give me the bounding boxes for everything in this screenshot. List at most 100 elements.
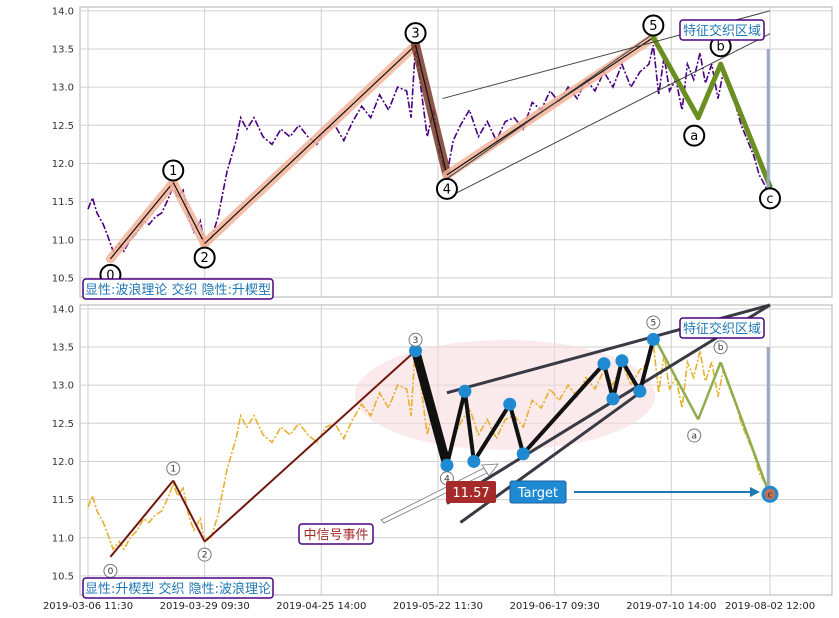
bottom-wave-segment-core (204, 350, 416, 542)
bot-y-tick-label: 13.0 (52, 381, 74, 392)
top-info-label: 显性:波浪理论 交织 隐性:升楔型 (85, 282, 271, 298)
bot-y-tick-label: 10.5 (52, 571, 74, 582)
wedge-point (467, 454, 481, 468)
bottom-x-ticks: 2019-03-06 11:30 2019-03-29 09:30 2019-04-… (43, 601, 815, 612)
top-panel: 10.5 11.0 11.5 12.0 12.5 13.0 13.5 14.0 0 1 2 3 4 5 a… (52, 6, 833, 300)
wedge-point (503, 397, 517, 411)
top-wave-label: 1 (169, 164, 177, 179)
x-tick-label: 2019-03-29 09:30 (160, 601, 250, 612)
top-correction-label: c (766, 192, 773, 207)
target-value: 11.57 (452, 486, 489, 501)
signal-event-label: 中信号事件 (303, 528, 368, 543)
bottom-correction-marker (713, 340, 728, 355)
target-arrow-head (750, 487, 760, 497)
bottom-panel: 10.5 11.0 11.5 12.0 12.5 13.0 13.5 14.0 2019-03… (43, 303, 833, 612)
top-y-tick-label: 11.5 (52, 197, 74, 208)
x-tick-label: 2019-08-02 12:00 (725, 601, 815, 612)
top-wave-segment (414, 45, 448, 176)
top-wave-marker (642, 14, 665, 37)
wedge-point (458, 384, 472, 398)
top-y-tick-label: 10.5 (52, 273, 74, 284)
top-y-tick-label: 11.0 (52, 235, 74, 246)
bottom-wave-segment-core (110, 480, 174, 558)
top-wave-label: 2 (201, 251, 209, 266)
bottom-correction-label: c (768, 490, 773, 500)
wedge-point (615, 354, 629, 368)
top-region-label: 特征交织区域 (683, 23, 761, 39)
bottom-correction-segment (697, 361, 722, 420)
target-endpoint (761, 485, 779, 503)
bot-y-tick-label: 12.5 (52, 419, 74, 430)
bottom-wave-label: 3 (413, 336, 419, 346)
bottom-wave-marker (197, 547, 212, 562)
bot-y-tick-label: 11.5 (52, 495, 74, 506)
bottom-correction-marker (687, 428, 702, 443)
top-y-tick-label: 14.0 (52, 6, 74, 17)
top-correction-marker (759, 187, 781, 210)
bottom-wave-marker (408, 332, 423, 347)
top-y-tick-label: 13.5 (52, 44, 74, 55)
top-wave-segment (172, 182, 206, 244)
top-wave-lines (105, 10, 773, 264)
top-wave-label: 4 (443, 182, 451, 197)
top-info-box: 显性:波浪理论 交织 隐性:升楔型 (82, 278, 274, 300)
bottom-wave-label: 5 (650, 319, 656, 329)
wedge-point (597, 357, 611, 371)
bottom-wave-lines (109, 334, 772, 558)
top-y-tick-label: 13.0 (52, 83, 74, 94)
wedge-drop-leg (411, 349, 452, 467)
bottom-wave-label: 4 (444, 474, 450, 484)
bottom-wave-segment-core (172, 480, 206, 542)
bottom-wave-label: 1 (170, 465, 176, 475)
x-tick-label: 2019-07-10 14:00 (626, 601, 716, 612)
bottom-correction-segment (719, 361, 772, 497)
wedge-point (409, 344, 423, 358)
top-wave-label: 0 (106, 268, 114, 283)
target-value-box: 11.57 (446, 481, 496, 503)
wedge-point (606, 392, 620, 406)
top-wave-segment (109, 182, 174, 260)
x-tick-label: 2019-06-17 09:30 (510, 601, 600, 612)
top-wave-marker (435, 177, 458, 200)
top-correction-marker (683, 124, 706, 147)
top-wave-segment (204, 44, 416, 245)
top-correction-label: a (690, 129, 698, 144)
wedge-point (646, 332, 660, 346)
top-y-tick-label: 12.0 (52, 159, 74, 170)
target-label-box: Target (509, 480, 567, 504)
top-correction-segment (695, 61, 724, 121)
bottom-info-box: 显性:升楔型 交织 隐性:波浪理论 (82, 577, 274, 599)
top-wave-labels: 0 1 2 3 4 5 a b c (99, 14, 781, 286)
bot-y-tick-label: 13.5 (52, 342, 74, 353)
top-correction-segment (718, 61, 773, 189)
bottom-region-box: 特征交织区域 (679, 317, 765, 339)
top-channel-line (446, 33, 654, 180)
top-y-ticks: 10.5 11.0 11.5 12.0 12.5 13.0 13.5 14.0 (52, 6, 74, 284)
wedge-point (440, 458, 454, 472)
signal-arrow-head (481, 463, 499, 477)
top-y-tick-label: 12.5 (52, 121, 74, 132)
bottom-y-ticks: 10.5 11.0 11.5 12.0 12.5 13.0 13.5 14.0 (52, 304, 74, 582)
bottom-wave-label: 0 (108, 567, 114, 577)
top-wave-marker (162, 159, 185, 182)
top-correction-segment (650, 35, 701, 121)
bottom-correction-segment (652, 334, 700, 421)
top-wave-label: 5 (649, 19, 657, 34)
top-wave-label: 3 (411, 27, 419, 42)
bottom-info-label: 显性:升楔型 交织 隐性:波浪理论 (85, 581, 271, 597)
wedge-point (516, 447, 530, 461)
bottom-wave-labels: 0 1 2 3 4 5 a b c (103, 315, 773, 578)
top-channel-line (446, 33, 771, 199)
bottom-wave-marker (646, 315, 661, 330)
x-tick-label: 2019-03-06 11:30 (43, 601, 133, 612)
top-wave-marker (193, 246, 216, 269)
bottom-wave-label: 2 (202, 551, 208, 561)
bot-y-tick-label: 11.0 (52, 533, 74, 544)
bottom-correction-label: b (718, 343, 724, 353)
top-correction-label: b (717, 40, 725, 55)
top-wave-marker (404, 22, 427, 45)
bottom-wave-marker (166, 461, 181, 476)
bottom-region-label: 特征交织区域 (683, 321, 761, 337)
target-label: Target (517, 486, 558, 501)
